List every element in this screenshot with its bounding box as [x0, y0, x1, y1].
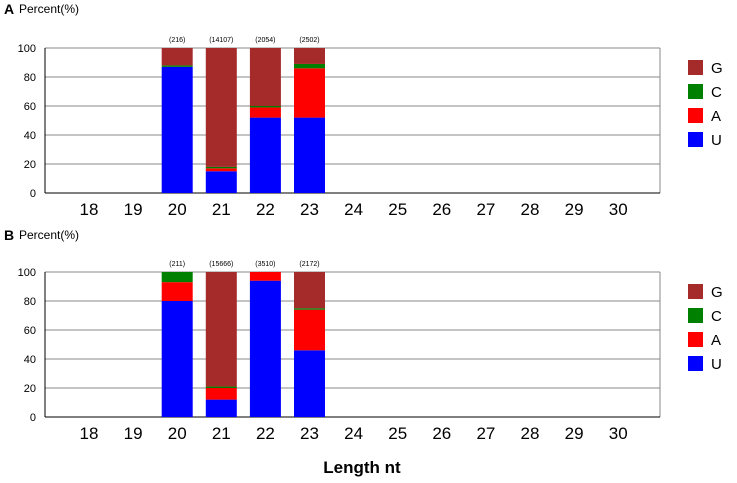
- count-label: (2054): [255, 37, 275, 44]
- x-tick-label: 18: [80, 424, 99, 443]
- y-tick-label: 20: [24, 159, 36, 171]
- x-axis-title: Length nt: [323, 458, 401, 477]
- x-tick-label: 25: [388, 424, 407, 443]
- bar-segment-a: [249, 272, 281, 281]
- y-tick-label: 60: [24, 325, 36, 337]
- y-tick-label: 20: [24, 383, 36, 395]
- x-tick-label: 29: [565, 200, 584, 219]
- x-tick-label: 19: [124, 424, 143, 443]
- bar-segment-u: [249, 117, 281, 193]
- legend-label: A: [711, 108, 721, 125]
- legend-swatch-a: [688, 108, 703, 123]
- panel-a: A Percent(%) 0 20 40 60 80 100 18 19 20 (216) 21 (141…: [4, 1, 723, 219]
- bar-segment-g: [205, 272, 237, 387]
- x-tick-label: 21: [212, 424, 231, 443]
- count-label: (3510): [255, 261, 275, 268]
- x-tick-label: 19: [124, 200, 143, 219]
- bar-segment-g: [205, 48, 237, 167]
- x-tick-label: 29: [565, 424, 584, 443]
- panel-label: A: [4, 1, 14, 17]
- legend-label: C: [711, 308, 722, 325]
- panel-label: B: [4, 227, 14, 243]
- bar-segment-g: [294, 48, 325, 64]
- x-tick-label: 25: [388, 200, 407, 219]
- x-tick-label: 26: [432, 200, 451, 219]
- bar-segment-c: [205, 166, 237, 169]
- bar-segment-a: [294, 309, 325, 351]
- bar-segment-a: [205, 168, 237, 172]
- bar-segment-c: [249, 106, 281, 108]
- legend-label: G: [711, 60, 723, 77]
- y-axis-title: Percent(%): [19, 2, 79, 16]
- legend-label: A: [711, 332, 721, 349]
- legend-label: G: [711, 284, 723, 301]
- x-tick-label: 28: [521, 424, 540, 443]
- x-tick-label: 24: [344, 424, 363, 443]
- y-tick-label: 40: [24, 130, 36, 142]
- y-tick-label: 80: [24, 72, 36, 84]
- bar-segment-g: [161, 48, 193, 66]
- x-tick-label: 23: [300, 200, 319, 219]
- bar-segment-u: [161, 66, 193, 193]
- x-tick-label: 20: [168, 200, 187, 219]
- legend-swatch-c: [688, 84, 703, 99]
- legend-swatch-g: [688, 60, 703, 75]
- x-tick-label: 22: [256, 200, 275, 219]
- x-tick-label: 30: [609, 424, 628, 443]
- x-tick-label: 26: [432, 424, 451, 443]
- y-tick-label: 0: [30, 412, 36, 424]
- count-label: (216): [169, 37, 185, 44]
- bar-segment-c: [161, 65, 193, 67]
- y-tick-label: 100: [18, 267, 36, 279]
- bar-segment-a: [294, 68, 325, 118]
- x-tick-label: 27: [476, 200, 495, 219]
- legend-label: C: [711, 84, 722, 101]
- count-label: (14107): [209, 37, 233, 44]
- bar-segment-u: [294, 350, 325, 417]
- legend-label: U: [711, 132, 722, 149]
- bar-segment-u: [205, 399, 237, 417]
- x-tick-label: 30: [609, 200, 628, 219]
- count-label: (15666): [209, 261, 233, 268]
- legend-swatch-u: [688, 356, 703, 371]
- bar-segment-a: [249, 107, 281, 118]
- y-tick-label: 60: [24, 101, 36, 113]
- legend-label: U: [711, 356, 722, 373]
- bar-segment-c: [205, 386, 237, 388]
- bar-segment-u: [161, 301, 193, 417]
- x-tick-label: 20: [168, 424, 187, 443]
- bar-segment-a: [205, 388, 237, 400]
- legend-swatch-g: [688, 284, 703, 299]
- count-label: (211): [169, 261, 185, 268]
- bar-segment-c: [294, 308, 325, 310]
- bar-segment-u: [294, 117, 325, 193]
- bar-segment-a: [161, 282, 193, 301]
- legend-swatch-a: [688, 332, 703, 347]
- bar-segment-g: [294, 272, 325, 309]
- bar-segment-u: [249, 280, 281, 417]
- bar-segment-g: [249, 48, 281, 106]
- bar-segment-c: [294, 63, 325, 69]
- legend-swatch-c: [688, 308, 703, 323]
- bar-segment-u: [205, 171, 237, 193]
- panel-b: B Percent(%) 0 20 40 60 80 100 18 19 20 (211) 21 (156…: [4, 227, 723, 443]
- x-tick-label: 18: [80, 200, 99, 219]
- x-tick-label: 28: [521, 200, 540, 219]
- x-tick-label: 24: [344, 200, 363, 219]
- bar-segment-c: [161, 272, 193, 283]
- x-tick-label: 23: [300, 424, 319, 443]
- y-tick-label: 0: [30, 188, 36, 200]
- y-tick-label: 40: [24, 354, 36, 366]
- y-axis-title: Percent(%): [19, 228, 79, 242]
- count-label: (2502): [299, 37, 319, 44]
- legend-swatch-u: [688, 132, 703, 147]
- x-tick-label: 21: [212, 200, 231, 219]
- y-tick-label: 100: [18, 43, 36, 55]
- x-tick-label: 27: [476, 424, 495, 443]
- x-tick-label: 22: [256, 424, 275, 443]
- y-tick-label: 80: [24, 296, 36, 308]
- count-label: (2172): [299, 261, 319, 268]
